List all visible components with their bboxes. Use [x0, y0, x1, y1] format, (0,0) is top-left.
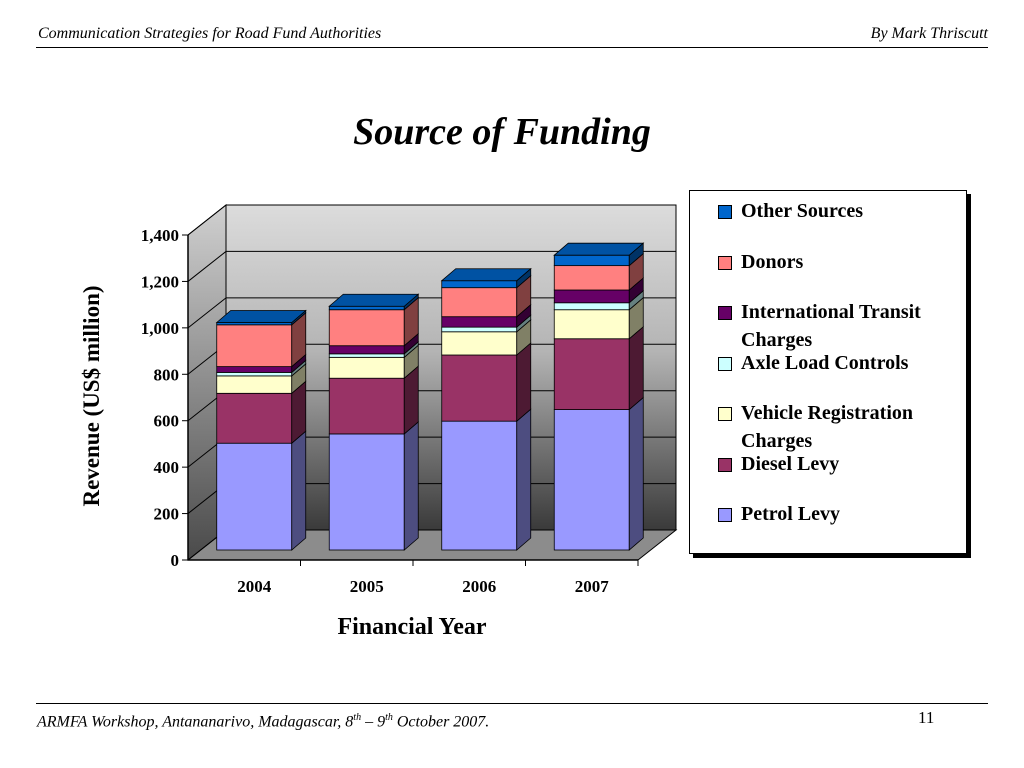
bar-2007-axle-load-controls — [553, 302, 630, 311]
footer-suffix: October 2007. — [392, 713, 490, 731]
legend-swatch — [718, 205, 732, 219]
header-title: Communication Strategies for Road Fund A… — [38, 25, 382, 42]
footer-sup-1: th — [353, 712, 362, 723]
bar-2004-other-sources-top — [215, 310, 307, 323]
bar-2007-other-sources — [553, 254, 630, 267]
bar-2004-petrol-levy — [216, 442, 293, 551]
page-number: 11 — [918, 708, 935, 727]
y-tick-label: 1,400 — [141, 226, 179, 245]
x-tick-label-2007: 2007 — [575, 577, 610, 596]
bar-2005-vehicle-registration-charges — [328, 356, 405, 379]
bar-2006-donors — [441, 287, 518, 318]
footer-dash: – 9 — [361, 713, 386, 731]
legend-swatch — [718, 407, 732, 421]
bar-2005-diesel-levy — [328, 377, 405, 435]
legend-swatch — [718, 256, 732, 270]
bar-2004-donors — [216, 324, 293, 368]
bar-2007-petrol-levy — [553, 409, 630, 551]
bar-2006-axle-load-controls — [441, 326, 518, 333]
legend-label: International Transit Charges — [741, 301, 921, 351]
header-author: By Mark Thriscutt — [870, 25, 988, 42]
legend-swatch — [718, 458, 732, 472]
chart-legend: Other Sources Donors International Transit… — [689, 190, 967, 554]
x-tick-label-2004: 2004 — [237, 577, 272, 596]
footer-sup-2: th — [385, 712, 393, 723]
y-tick-label: 1,000 — [141, 319, 179, 338]
footer-prefix: ARMFA Workshop, Antananarivo, Madagascar… — [37, 713, 354, 731]
bar-2007-other-sources-top — [553, 242, 645, 256]
header-rule — [36, 47, 988, 48]
bar-2006-petrol-levy — [441, 420, 518, 551]
legend-label: Petrol Levy — [741, 503, 841, 525]
x-tick-label-2005: 2005 — [350, 577, 384, 596]
legend-label: Vehicle Registration Charges — [741, 402, 914, 452]
bar-2005-petrol-levy — [328, 433, 405, 551]
bar-2007-petrol-levy-side — [628, 396, 644, 551]
bar-2007-diesel-levy-side — [628, 325, 644, 411]
bar-2005-petrol-levy-side — [403, 421, 419, 551]
legend-label: Axle Load Controls — [741, 352, 909, 374]
bar-2007-international-transit-charges — [553, 289, 630, 304]
bar-2006-international-transit-charges — [441, 316, 518, 328]
bar-2007-diesel-levy — [553, 338, 630, 410]
bar-2005-international-transit-charges — [328, 345, 405, 355]
gridline-side — [187, 251, 227, 282]
legend-swatch — [718, 306, 732, 320]
bar-2006-diesel-levy-side — [516, 342, 532, 423]
legend-swatch — [718, 357, 732, 371]
bar-2006-other-sources-top — [440, 268, 532, 282]
legend-label: Other Sources — [741, 200, 864, 222]
y-tick-label: 400 — [154, 458, 180, 477]
bar-2006-vehicle-registration-charges — [441, 331, 518, 356]
gridline-side — [187, 297, 227, 329]
bar-2005-axle-load-controls — [328, 353, 405, 358]
chart-title: Source of Funding — [353, 111, 651, 153]
legend-swatch — [718, 508, 732, 522]
y-tick-label: 1,200 — [141, 272, 179, 291]
y-tick-label: 800 — [154, 365, 180, 384]
bar-2007-donors — [553, 265, 630, 291]
y-tick-label: 600 — [154, 412, 180, 431]
bar-2007-vehicle-registration-charges — [553, 309, 630, 340]
bar-2006-other-sources — [441, 280, 518, 289]
y-tick-label: 200 — [154, 505, 180, 524]
bar-2004-international-transit-charges — [216, 366, 293, 373]
y-tick-label: 0 — [171, 551, 180, 570]
bar-2004-axle-load-controls — [216, 372, 293, 377]
x-axis-label: Financial Year — [337, 614, 487, 640]
bar-2004-vehicle-registration-charges — [216, 375, 293, 394]
legend-label: Donors — [741, 251, 804, 273]
bar-2005-other-sources-top — [328, 293, 420, 307]
gridline-side — [187, 204, 227, 236]
bar-2004-diesel-levy — [216, 392, 293, 444]
footer-text: ARMFA Workshop, Antananarivo, Madagascar… — [37, 712, 489, 731]
bar-2005-donors — [328, 309, 405, 347]
bar-2005-other-sources — [328, 305, 405, 311]
bar-2006-diesel-levy — [441, 354, 518, 422]
bar-2006-petrol-levy-side — [516, 408, 532, 551]
x-tick-label-2006: 2006 — [462, 577, 496, 596]
footer-rule — [36, 703, 988, 704]
bar-2004-petrol-levy-side — [291, 430, 307, 551]
legend-label: Diesel Levy — [741, 453, 840, 475]
